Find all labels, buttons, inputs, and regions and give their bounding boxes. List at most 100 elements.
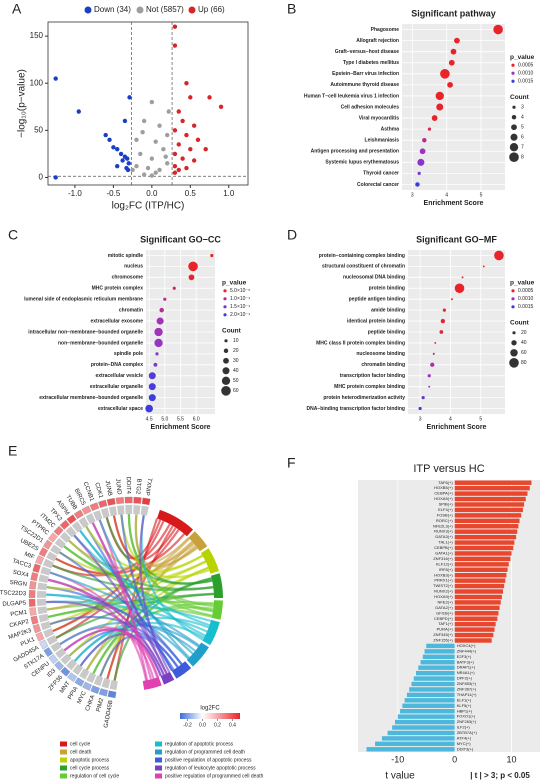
dot xyxy=(154,327,163,337)
panel-letter: C xyxy=(8,227,18,243)
x-tick-label: 3 xyxy=(419,416,422,422)
gene-fc xyxy=(54,660,65,671)
gene-fc xyxy=(30,572,39,582)
point xyxy=(218,104,224,109)
legend-label: regulation of leukocyte apoptotic proces… xyxy=(165,765,256,771)
legend-label: 0.0015 xyxy=(518,304,534,310)
point xyxy=(172,128,178,133)
bar-label: ZNF853(+) xyxy=(457,681,477,686)
gene-label: CHKA xyxy=(85,694,97,712)
gene-label: SOX4 xyxy=(12,570,30,579)
gene-fc xyxy=(98,499,108,508)
legend-swatch xyxy=(511,71,515,75)
point xyxy=(176,142,181,147)
legend-swatch xyxy=(60,757,67,763)
bar-label: ELF1(+) xyxy=(457,697,472,702)
legend-label: positive regulation of apoptotic process xyxy=(165,757,252,763)
gene-arc xyxy=(78,516,89,529)
x-tick-label: 6.0 xyxy=(193,416,200,422)
dot xyxy=(418,406,422,411)
point xyxy=(207,95,212,100)
dot xyxy=(148,383,156,391)
gene-fc xyxy=(29,607,37,616)
bar xyxy=(426,643,455,649)
dot xyxy=(427,374,431,378)
point xyxy=(122,118,128,124)
dot xyxy=(427,127,432,131)
dot xyxy=(450,298,453,301)
category-label: chromatin xyxy=(119,307,143,313)
bar xyxy=(454,562,509,567)
bar xyxy=(454,502,525,507)
legend-swatch xyxy=(511,305,515,309)
legend-swatch xyxy=(224,339,228,343)
gene-arc xyxy=(71,521,83,533)
bar xyxy=(404,698,455,703)
point xyxy=(180,156,185,161)
gene-fc xyxy=(98,688,108,697)
gene-fc xyxy=(107,690,117,699)
category-label: protein−containing complex binding xyxy=(319,253,405,259)
category-label: amide binding xyxy=(371,307,405,313)
x-tick-label: 1.0 xyxy=(223,189,235,198)
bar xyxy=(418,665,455,670)
bar-label: NFE2L3(+) xyxy=(433,523,453,528)
point xyxy=(180,118,185,124)
legend-swatch xyxy=(221,376,231,385)
gene-fc xyxy=(48,532,58,543)
bar xyxy=(454,567,508,572)
dot xyxy=(153,362,158,367)
bar xyxy=(409,687,455,692)
point xyxy=(115,163,120,169)
gene-label: BTG2 xyxy=(134,478,141,495)
gene-fc xyxy=(35,631,45,642)
point xyxy=(172,43,178,48)
gene-arc xyxy=(66,659,78,671)
gene-arc xyxy=(38,574,49,583)
bar-label: GATA3(+) xyxy=(435,534,453,539)
gene-fc xyxy=(28,589,36,598)
legend-swatch xyxy=(511,340,517,346)
legend-swatch xyxy=(222,367,230,375)
legend-swatch xyxy=(512,105,516,109)
gene-arc xyxy=(50,641,62,653)
gene-label: PCM1 xyxy=(10,610,28,618)
category-label: structural constituent of chromatin xyxy=(322,264,405,270)
point xyxy=(188,146,193,152)
gene-label: TSC22D3 xyxy=(0,590,27,597)
legend-title: Count xyxy=(510,320,530,327)
bar xyxy=(454,556,511,562)
bar xyxy=(454,605,500,611)
point xyxy=(153,139,158,144)
gene-arc xyxy=(46,551,58,562)
point xyxy=(107,137,112,142)
category-label: extracellular exosome xyxy=(90,318,143,324)
category-label: spindle pole xyxy=(114,351,143,357)
bar xyxy=(454,583,505,589)
dot xyxy=(442,308,446,312)
legend-swatch xyxy=(188,6,196,14)
point xyxy=(130,167,135,173)
x-tick-label: 0.0 xyxy=(146,189,158,198)
point xyxy=(172,24,178,29)
bar-label: NR4A1(+) xyxy=(457,670,476,675)
bar-label: DDIT3(+) xyxy=(457,746,474,751)
gene-arc xyxy=(55,647,67,659)
bar-label: ZNF345(+) xyxy=(433,632,453,637)
legend-label: 60 xyxy=(521,350,527,356)
gene-fc xyxy=(115,497,124,505)
x-axis-label: Enrichment Score xyxy=(427,424,487,431)
gene-arc xyxy=(38,613,49,623)
bar-label: HBP1(+) xyxy=(457,708,473,713)
x-tick-label: 5 xyxy=(480,192,483,198)
legend-label: 3 xyxy=(521,105,524,111)
dot xyxy=(145,404,153,413)
legend-label: 30 xyxy=(233,358,239,364)
category-label: extracellular vesicle xyxy=(95,373,143,379)
category-label: nucleus xyxy=(124,264,143,270)
x-tick-label: 5 xyxy=(479,416,482,422)
point xyxy=(184,132,189,138)
category-label: nucleosomal DNA binding xyxy=(343,275,405,281)
gene-label: ID3 xyxy=(46,668,57,679)
bar xyxy=(387,730,455,736)
